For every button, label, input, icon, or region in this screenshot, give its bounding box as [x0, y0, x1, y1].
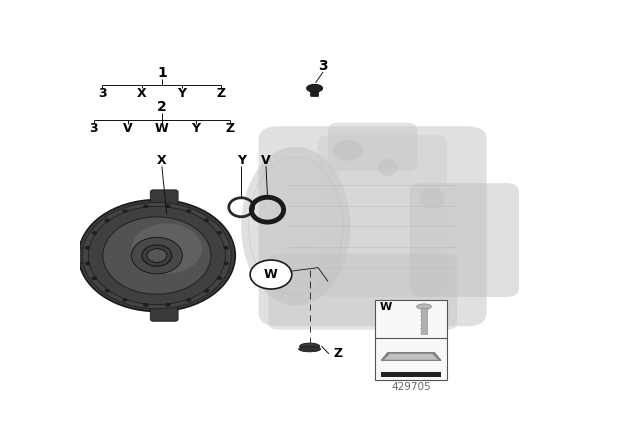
Ellipse shape	[420, 188, 445, 209]
Polygon shape	[381, 353, 441, 361]
Text: Z: Z	[225, 122, 234, 135]
FancyBboxPatch shape	[318, 135, 447, 297]
Text: 3: 3	[90, 122, 98, 135]
Ellipse shape	[241, 147, 350, 306]
Ellipse shape	[131, 237, 182, 274]
Ellipse shape	[417, 304, 431, 310]
Text: Y: Y	[191, 122, 200, 135]
Circle shape	[223, 262, 229, 265]
Text: 429705: 429705	[391, 382, 431, 392]
FancyBboxPatch shape	[150, 306, 178, 321]
Ellipse shape	[88, 207, 225, 305]
Text: 3: 3	[318, 59, 328, 73]
Text: W: W	[380, 302, 392, 312]
Circle shape	[85, 262, 90, 265]
Text: Z: Z	[217, 87, 226, 100]
FancyBboxPatch shape	[328, 123, 417, 171]
Circle shape	[217, 276, 222, 280]
Ellipse shape	[83, 202, 231, 309]
Text: X: X	[157, 154, 166, 167]
Ellipse shape	[79, 200, 236, 311]
FancyBboxPatch shape	[410, 183, 519, 297]
Circle shape	[122, 209, 128, 213]
Text: Y: Y	[177, 87, 186, 100]
Ellipse shape	[132, 224, 202, 274]
Circle shape	[165, 204, 171, 208]
FancyBboxPatch shape	[269, 254, 457, 330]
Ellipse shape	[378, 159, 397, 176]
Circle shape	[204, 289, 209, 293]
Bar	[381, 372, 441, 377]
Circle shape	[250, 260, 292, 289]
Bar	[420, 308, 428, 334]
Circle shape	[143, 204, 148, 208]
Circle shape	[85, 246, 90, 250]
FancyBboxPatch shape	[310, 87, 319, 96]
Text: X: X	[137, 87, 147, 100]
Circle shape	[186, 298, 191, 302]
Text: V: V	[123, 122, 132, 135]
Circle shape	[204, 219, 209, 222]
Ellipse shape	[299, 346, 321, 352]
Ellipse shape	[103, 217, 211, 294]
Ellipse shape	[333, 140, 363, 161]
Circle shape	[92, 276, 97, 280]
Circle shape	[143, 303, 148, 307]
Ellipse shape	[307, 85, 323, 92]
FancyBboxPatch shape	[259, 126, 487, 326]
Circle shape	[217, 231, 222, 235]
Circle shape	[92, 231, 97, 235]
Circle shape	[147, 249, 167, 263]
Text: 2: 2	[157, 100, 166, 114]
Text: 1: 1	[157, 66, 166, 80]
Circle shape	[122, 298, 128, 302]
Ellipse shape	[142, 245, 172, 266]
Circle shape	[165, 303, 171, 307]
Ellipse shape	[300, 343, 319, 349]
Circle shape	[223, 246, 229, 250]
Text: W: W	[264, 268, 278, 281]
Text: Y: Y	[237, 154, 246, 167]
Text: Z: Z	[333, 347, 342, 360]
Text: W: W	[155, 122, 169, 135]
Text: 3: 3	[98, 87, 107, 100]
FancyBboxPatch shape	[59, 248, 87, 263]
Circle shape	[186, 209, 191, 213]
Text: V: V	[261, 154, 271, 167]
FancyBboxPatch shape	[150, 190, 178, 205]
Circle shape	[104, 289, 110, 293]
Circle shape	[104, 219, 110, 222]
Polygon shape	[384, 354, 438, 360]
Bar	[375, 301, 447, 380]
